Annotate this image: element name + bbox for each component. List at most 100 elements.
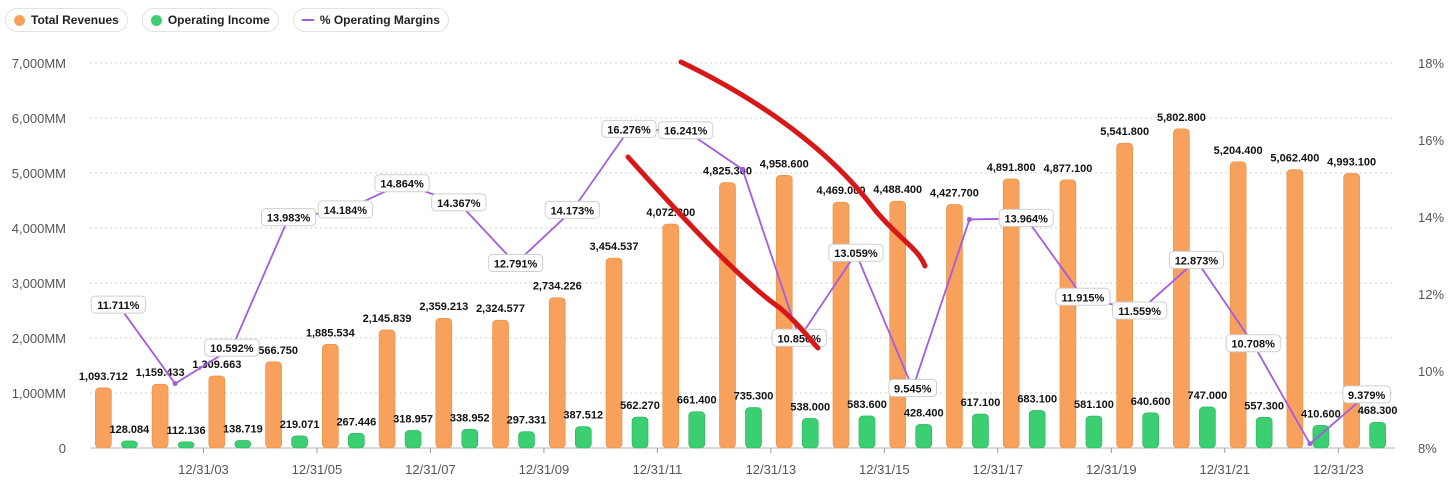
operating-income-data-label: 562.270 bbox=[620, 400, 660, 412]
margin-label-box bbox=[1342, 385, 1391, 404]
operating-income-bar bbox=[1199, 406, 1216, 449]
operating-income-bar bbox=[1028, 410, 1046, 449]
revenue-data-label: 1,566.750 bbox=[249, 345, 298, 357]
revenue-bar bbox=[719, 182, 736, 449]
legend-swatch-dot bbox=[14, 14, 25, 26]
margin-data-label: 16.276% bbox=[607, 124, 651, 136]
margin-label-group: 10.708% bbox=[1225, 334, 1281, 353]
operating-income-bar bbox=[291, 435, 308, 449]
y-right-tick-label: 12% bbox=[1418, 287, 1444, 302]
revenue-bar bbox=[1059, 179, 1077, 449]
y-right-tick-label: 18% bbox=[1418, 56, 1444, 71]
revenue-bar bbox=[1002, 178, 1020, 449]
margin-data-label: 11.559% bbox=[1118, 306, 1161, 318]
margin-label-box bbox=[828, 243, 884, 262]
operating-income-data-label: 338.952 bbox=[450, 412, 490, 424]
margin-data-label: 11.915% bbox=[1062, 292, 1105, 304]
margin-label-group: 14.184% bbox=[317, 200, 373, 219]
operating-income-data-label: 468.300 bbox=[1358, 405, 1398, 417]
operating-income-data-label: 617.100 bbox=[961, 397, 1001, 409]
operating-income-bar bbox=[177, 441, 195, 449]
margin-label-group: 13.983% bbox=[260, 208, 317, 227]
margin-label-group: 10.592% bbox=[204, 338, 260, 357]
operating-income-bar bbox=[1142, 412, 1159, 449]
y-left-tick-label: 7,000MM bbox=[12, 56, 66, 71]
revenue-bar bbox=[492, 319, 509, 449]
y-left-tick-label: 1,000MM bbox=[12, 386, 66, 401]
revenue-bar bbox=[548, 297, 566, 449]
line-series: 11.711% 10.592% 13.983% 14.184% 14.864% 14.36… bbox=[90, 119, 1391, 447]
revenue-bar bbox=[1173, 128, 1190, 449]
margin-label-group: 14.173% bbox=[544, 200, 600, 219]
x-tick-label: 12/31/07 bbox=[405, 462, 456, 477]
margin-label-box bbox=[317, 200, 373, 219]
margin-point bbox=[1307, 441, 1313, 447]
operating-income-data-label: 112.136 bbox=[167, 425, 206, 437]
y-axis-right: 8% 10% 12% 14% 16% 18% bbox=[1418, 56, 1444, 456]
legend-item-operating-margins[interactable]: % Operating Margins bbox=[292, 8, 449, 32]
revenue-data-label: 1,309.663 bbox=[192, 359, 241, 371]
margin-label-group: 14.864% bbox=[374, 174, 430, 193]
operating-income-data-label: 583.600 bbox=[847, 399, 887, 411]
bar-series: 1,093.712 128.084 1,159.433 112.136 1,309.66… bbox=[79, 112, 1398, 449]
revenue-bar bbox=[95, 387, 112, 449]
margin-label-group: 13.964% bbox=[998, 208, 1054, 227]
legend-item-total-revenues[interactable]: Total Revenues bbox=[5, 8, 128, 32]
margin-data-label: 14.173% bbox=[551, 205, 595, 217]
revenue-bar bbox=[265, 361, 282, 449]
y-right-tick-label: 14% bbox=[1418, 210, 1444, 225]
operating-income-data-label: 138.719 bbox=[223, 423, 263, 435]
x-tick-label: 12/31/03 bbox=[178, 462, 229, 477]
legend-item-operating-income[interactable]: Operating Income bbox=[141, 8, 279, 32]
operating-income-bar bbox=[801, 418, 819, 449]
operating-income-data-label: 128.084 bbox=[109, 424, 150, 436]
margin-point bbox=[966, 216, 972, 222]
margin-label-group: 10.850% bbox=[771, 328, 827, 347]
revenue-data-label: 1,159.433 bbox=[136, 367, 185, 379]
legend: Total Revenues Operating Income % Operat… bbox=[5, 8, 449, 32]
operating-income-data-label: 661.400 bbox=[677, 395, 717, 407]
margin-label-box bbox=[1112, 301, 1168, 320]
red-annotation-strokes bbox=[625, 59, 928, 351]
revenue-data-label: 4,427.700 bbox=[930, 187, 979, 199]
revenue-data-label: 1,885.534 bbox=[306, 327, 356, 339]
revenue-bar bbox=[946, 204, 963, 449]
legend-label: Operating Income bbox=[167, 13, 270, 27]
revenue-data-label: 4,825.300 bbox=[703, 166, 752, 178]
revenue-bar bbox=[322, 343, 339, 449]
y-left-tick-label: 5,000MM bbox=[12, 166, 66, 181]
operating-income-data-label: 557.300 bbox=[1244, 400, 1284, 412]
margin-data-label: 13.964% bbox=[1004, 213, 1048, 225]
operating-income-data-label: 297.331 bbox=[507, 415, 547, 427]
margin-label-group: 12.791% bbox=[487, 254, 544, 273]
margin-label-box bbox=[998, 208, 1054, 227]
revenue-bar bbox=[151, 383, 169, 449]
margin-label-group: 9.545% bbox=[888, 379, 938, 398]
operating-income-data-label: 538.000 bbox=[790, 401, 830, 413]
revenue-data-label: 4,072.300 bbox=[646, 207, 695, 219]
x-tick-label: 12/31/09 bbox=[519, 462, 570, 477]
revenue-data-label: 2,145.839 bbox=[363, 313, 412, 325]
revenue-data-label: 4,877.100 bbox=[1043, 163, 1092, 175]
margin-label-box bbox=[431, 193, 487, 212]
revenue-bar bbox=[832, 201, 850, 449]
x-tick-label: 12/31/19 bbox=[1086, 462, 1137, 477]
operating-income-bar bbox=[348, 432, 365, 449]
margin-label-group: 9.379% bbox=[1342, 385, 1391, 404]
operating-income-data-label: 581.100 bbox=[1074, 399, 1114, 411]
operating-income-bar bbox=[234, 440, 252, 449]
revenue-data-label: 4,993.100 bbox=[1327, 156, 1376, 168]
margin-label-box bbox=[1055, 287, 1111, 306]
operating-income-bar bbox=[858, 415, 876, 449]
y-right-tick-label: 16% bbox=[1418, 133, 1444, 148]
margin-point bbox=[172, 381, 178, 387]
revenue-bar bbox=[1286, 169, 1304, 449]
revenue-bar bbox=[1116, 142, 1133, 449]
revenue-bar bbox=[208, 375, 226, 449]
revenue-bar bbox=[605, 257, 623, 449]
x-tick-label: 12/31/13 bbox=[746, 462, 797, 477]
operating-income-bar bbox=[915, 424, 933, 449]
revenue-data-label: 5,062.400 bbox=[1270, 153, 1319, 165]
x-tick-label: 12/31/15 bbox=[859, 462, 910, 477]
